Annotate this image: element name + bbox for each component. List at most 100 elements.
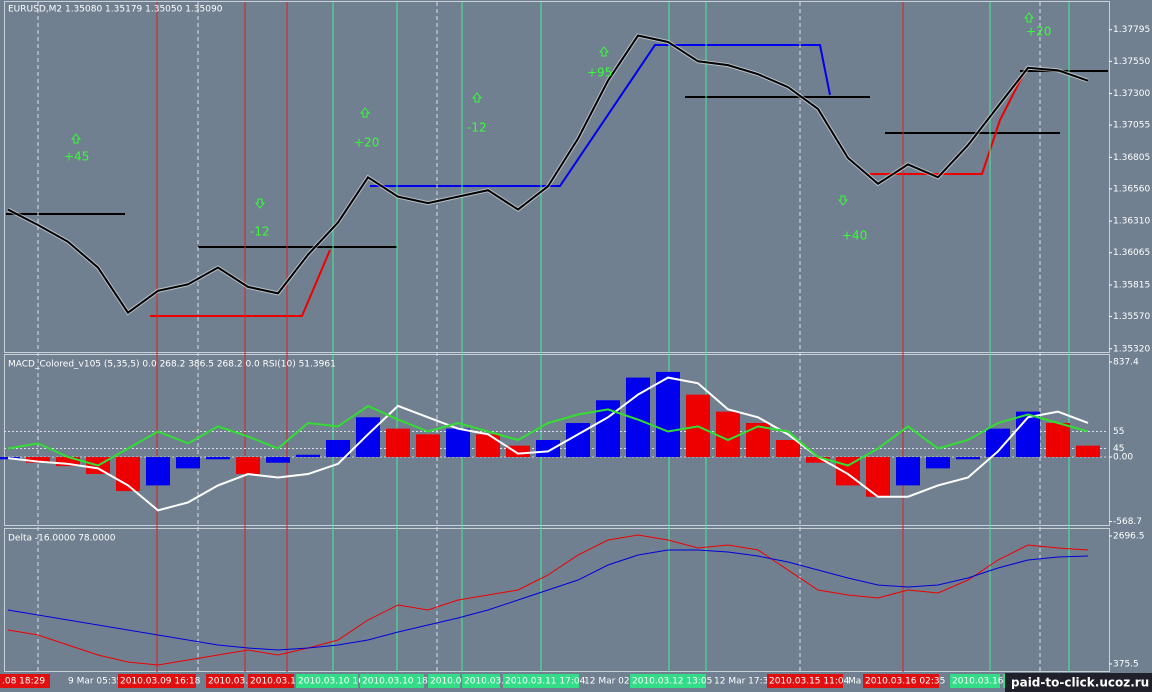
arrow-down bbox=[837, 195, 849, 206]
arrow-up bbox=[359, 107, 371, 118]
time-label-bg bbox=[360, 674, 424, 688]
watermark: paid-to-click.ucoz.ru bbox=[1011, 676, 1149, 690]
macd-bar bbox=[536, 440, 560, 458]
time-label: 9 Mar 05:35 bbox=[68, 677, 122, 687]
macd-bar bbox=[56, 457, 80, 467]
time-label: 2010.03.15 11:04 bbox=[769, 677, 850, 687]
time-label: 2010.03. bbox=[464, 677, 504, 687]
time-label: 12 Mar 02:0 bbox=[584, 677, 639, 687]
macd-bar bbox=[776, 440, 800, 458]
indicator-line bbox=[7, 534, 1089, 666]
arrow-up bbox=[70, 133, 82, 144]
macd-bar bbox=[506, 445, 530, 458]
time-label: 2010.03. bbox=[430, 677, 470, 687]
time-label: 12 Mar 17:38 bbox=[714, 677, 774, 687]
macd-bar bbox=[1076, 445, 1100, 458]
trade-result: +20 bbox=[1026, 25, 1051, 39]
macd-bar bbox=[416, 434, 440, 458]
time-label-bg bbox=[863, 674, 939, 688]
time-label-bg bbox=[630, 674, 706, 688]
arrow-up bbox=[471, 92, 483, 103]
time-label-bg bbox=[248, 674, 294, 688]
indicator-line bbox=[7, 376, 1089, 512]
macd-panel-frame bbox=[4, 354, 1110, 526]
trade-result: +20 bbox=[354, 136, 379, 150]
indicator-line bbox=[7, 549, 1089, 651]
y-tick-label: 1.36805 bbox=[1113, 153, 1150, 163]
macd-bar bbox=[656, 371, 680, 458]
time-label-bg bbox=[767, 674, 843, 688]
time-label-bg bbox=[950, 674, 1000, 688]
macd-bar bbox=[896, 457, 920, 486]
macd-bar bbox=[1046, 422, 1070, 458]
y2-tick-label: 55 bbox=[1113, 427, 1124, 437]
time-label: 2010.03.10 18: bbox=[362, 677, 431, 687]
arrow-up bbox=[1023, 12, 1035, 23]
macd-bar bbox=[806, 457, 830, 463]
time-label: 2010.03.12 13:05 bbox=[632, 677, 712, 687]
y-tick-label: 2696.5 bbox=[1113, 531, 1145, 541]
macd-bar bbox=[326, 440, 350, 458]
y-tick-label: 1.37055 bbox=[1113, 121, 1150, 131]
panel-frames bbox=[4, 1, 1110, 672]
channel-line bbox=[150, 249, 331, 317]
time-label: 2010.03.16 bbox=[952, 677, 1004, 687]
channel-line bbox=[370, 44, 831, 187]
y-tick-label: 1.37300 bbox=[1113, 89, 1150, 99]
time-label-bg bbox=[503, 674, 579, 688]
macd-bar bbox=[476, 434, 500, 458]
macd-bar bbox=[356, 417, 380, 458]
time-label-bg bbox=[462, 674, 500, 688]
time-label: 2010.03. bbox=[208, 677, 248, 687]
trade-result: -12 bbox=[467, 121, 487, 135]
time-label: 2010.03.10 bbox=[250, 677, 302, 687]
time-label: 2010.03.10 16: bbox=[298, 677, 367, 687]
macd-bar bbox=[716, 411, 740, 458]
macd-bar bbox=[446, 428, 470, 458]
delta-panel-frame bbox=[4, 528, 1110, 672]
y-tick-label: 837.4 bbox=[1113, 357, 1139, 367]
time-label-bg bbox=[206, 674, 244, 688]
trade-result: +40 bbox=[842, 229, 867, 243]
y-tick-label: 1.35570 bbox=[1113, 312, 1150, 322]
time-label-bg bbox=[428, 674, 460, 688]
macd-bar bbox=[1016, 411, 1040, 458]
y-tick-label: 1.35320 bbox=[1113, 344, 1150, 354]
macd-bar bbox=[266, 457, 290, 463]
macd-bar bbox=[206, 457, 230, 460]
y-tick-label: 1.37550 bbox=[1113, 57, 1150, 67]
y-tick-label: -568.7 bbox=[1113, 517, 1142, 527]
macd-bar bbox=[296, 454, 320, 458]
time-label: 2010.03.11 17:04 bbox=[505, 677, 586, 687]
y-tick-label: 375.5 bbox=[1113, 659, 1139, 669]
trade-result: +45 bbox=[64, 150, 89, 164]
macd-bar bbox=[146, 457, 170, 486]
arrow-up bbox=[598, 46, 610, 57]
y-tick-label: 1.36065 bbox=[1113, 248, 1150, 258]
y-tick-label: 1.35815 bbox=[1113, 280, 1150, 290]
panel-header: Delta -16.0000 78.0000 bbox=[8, 534, 116, 544]
trade-result: +95 bbox=[587, 66, 612, 80]
time-label: Ma bbox=[848, 677, 861, 687]
macd-bar bbox=[26, 457, 50, 463]
time-label: 2010.03.16 02:35 bbox=[865, 677, 945, 687]
y2-tick-label: 45 bbox=[1113, 444, 1124, 454]
indicator-line bbox=[7, 404, 1089, 467]
macd-bar bbox=[176, 457, 200, 469]
panel-header: MACD_Colored_v105 (5,35,5) 0.0 268.2 386… bbox=[8, 360, 336, 370]
y-tick-label: 1.36560 bbox=[1113, 184, 1150, 194]
price-line bbox=[7, 34, 1089, 315]
panel-header: EURUSD,M2 1.35080 1.35179 1.35050 1.3509… bbox=[8, 5, 223, 15]
time-label-bg bbox=[296, 674, 358, 688]
time-label: 2010.03.09 16:18 bbox=[120, 677, 201, 687]
time-label-bg bbox=[118, 674, 196, 688]
trade-result: -12 bbox=[250, 225, 270, 239]
macd-bar bbox=[386, 428, 410, 458]
macd-bar bbox=[926, 457, 950, 469]
macd-bar bbox=[956, 457, 980, 460]
y-tick-label: 1.37795 bbox=[1113, 25, 1150, 35]
macd-bar bbox=[236, 457, 260, 475]
y-tick-label: 1.36310 bbox=[1113, 217, 1150, 227]
